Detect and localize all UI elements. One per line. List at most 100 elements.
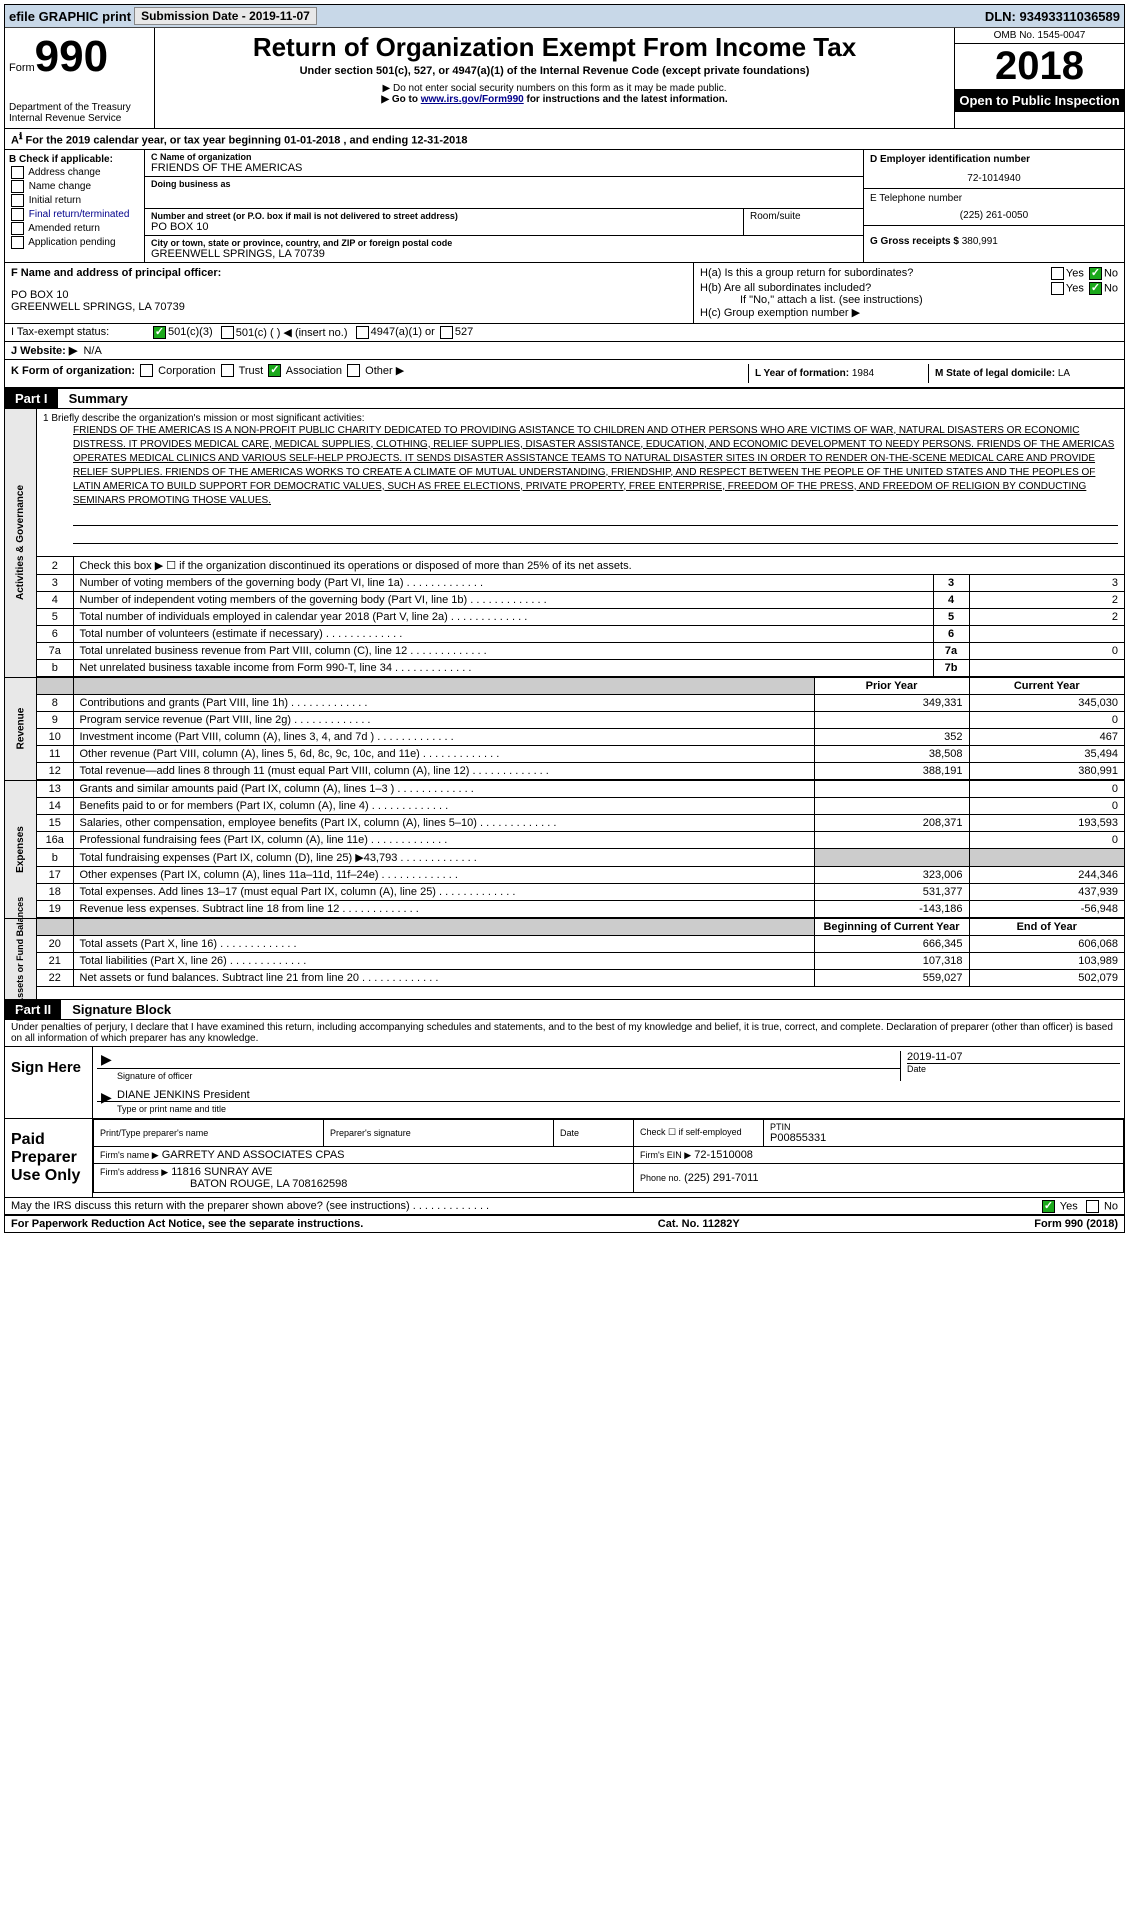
table-header-row: Beginning of Current YearEnd of Year (37, 919, 1124, 936)
table-row: 9Program service revenue (Part VIII, lin… (37, 711, 1124, 728)
form-subtitle: Under section 501(c), 527, or 4947(a)(1)… (161, 65, 948, 77)
firm-addr-value: 11816 SUNRAY AVE (171, 1166, 272, 1178)
net-assets-table: Beginning of Current YearEnd of Year20To… (37, 919, 1124, 987)
side-label-governance: Activities & Governance (15, 485, 26, 600)
org-name-label: C Name of organization (151, 152, 857, 162)
527-checkbox[interactable] (440, 326, 453, 339)
discuss-no-checkbox[interactable] (1086, 1200, 1099, 1213)
state-domicile-value: LA (1058, 368, 1070, 379)
4947-label: 4947(a)(1) or (371, 326, 435, 338)
final-return-label: Final return/terminated (29, 209, 130, 220)
irs-link[interactable]: www.irs.gov/Form990 (421, 94, 524, 105)
table-row: 18Total expenses. Add lines 13–17 (must … (37, 883, 1124, 900)
warning-2-pre: ▶ Go to (381, 94, 420, 105)
exempt-status-label: I Tax-exempt status: (11, 326, 151, 338)
other-label: Other ▶ (365, 365, 404, 377)
initial-return-label: Initial return (29, 195, 81, 206)
app-pending-label: Application pending (28, 237, 115, 248)
other-checkbox[interactable] (347, 364, 360, 377)
assoc-label: Association (286, 365, 342, 377)
prep-date-label: Date (560, 1128, 627, 1138)
omb-number: OMB No. 1545-0047 (955, 28, 1124, 44)
part-2-bar: Part II Signature Block (5, 999, 1124, 1020)
side-label-revenue: Revenue (15, 708, 26, 750)
officer-label: F Name and address of principal officer: (11, 267, 687, 279)
street-label: Number and street (or P.O. box if mail i… (151, 211, 737, 221)
app-pending-checkbox[interactable] (11, 236, 24, 249)
officer-addr1: PO BOX 10 (11, 289, 687, 301)
form-org-label: K Form of organization: (11, 365, 135, 377)
form-word: Form (9, 62, 35, 74)
table-row: 19Revenue less expenses. Subtract line 1… (37, 900, 1124, 917)
catalog-number: Cat. No. 11282Y (658, 1218, 740, 1230)
submission-date-button[interactable]: Submission Date - 2019-11-07 (134, 7, 317, 25)
website-value: N/A (83, 345, 101, 357)
warning-1: ▶ Do not enter social security numbers o… (161, 83, 948, 94)
header-center: Return of Organization Exempt From Incom… (155, 28, 954, 128)
discuss-yes-label: Yes (1060, 1200, 1078, 1212)
table-row: 12Total revenue—add lines 8 through 11 (… (37, 762, 1124, 779)
sig-name-label: Type or print name and title (97, 1104, 1120, 1114)
paperwork-notice: For Paperwork Reduction Act Notice, see … (11, 1218, 363, 1230)
initial-return-checkbox[interactable] (11, 194, 24, 207)
501c3-checkbox[interactable] (153, 326, 166, 339)
department-label: Department of the Treasury Internal Reve… (9, 102, 150, 124)
year-formation-value: 1984 (852, 368, 874, 379)
name-change-checkbox[interactable] (11, 180, 24, 193)
header-left: Form990 Department of the Treasury Inter… (5, 28, 155, 128)
table-row: 11Other revenue (Part VIII, column (A), … (37, 745, 1124, 762)
footer-bar: For Paperwork Reduction Act Notice, see … (5, 1215, 1124, 1232)
section-f-officer: F Name and address of principal officer:… (5, 263, 694, 323)
hb-yes-checkbox[interactable] (1051, 282, 1064, 295)
table-row: 10Investment income (Part VIII, column (… (37, 728, 1124, 745)
trust-label: Trust (239, 365, 264, 377)
org-name: FRIENDS OF THE AMERICAS (151, 162, 857, 174)
table-row: 8Contributions and grants (Part VIII, li… (37, 694, 1124, 711)
mission-label: 1 Briefly describe the organization's mi… (43, 413, 1118, 424)
street-value: PO BOX 10 (151, 221, 737, 233)
no-label-2: No (1104, 282, 1118, 294)
ein-label: D Employer identification number (870, 154, 1118, 165)
4947-checkbox[interactable] (356, 326, 369, 339)
warning-2-post: for instructions and the latest informat… (524, 94, 728, 105)
hb-no-checkbox[interactable] (1089, 282, 1102, 295)
col-d-contact: D Employer identification number 72-1014… (864, 150, 1124, 262)
firm-name-value: GARRETY AND ASSOCIATES CPAS (162, 1149, 345, 1161)
sig-officer-label: Signature of officer (97, 1071, 900, 1081)
prep-print-label: Print/Type preparer's name (100, 1128, 317, 1138)
assoc-checkbox[interactable] (268, 364, 281, 377)
mission-text: FRIENDS OF THE AMERICAS IS A NON-PROFIT … (73, 424, 1118, 508)
ha-label: H(a) Is this a group return for subordin… (700, 267, 913, 279)
form-title: Return of Organization Exempt From Incom… (161, 32, 948, 63)
table-row: 13Grants and similar amounts paid (Part … (37, 781, 1124, 798)
trust-checkbox[interactable] (221, 364, 234, 377)
firm-ein-label: Firm's EIN ▶ (640, 1150, 691, 1160)
table-row: 5Total number of individuals employed in… (37, 608, 1124, 625)
address-change-label: Address change (28, 167, 100, 178)
row-a-period: Aℹ For the 2019 calendar year, or tax ye… (5, 129, 1124, 150)
ein-value: 72-1014940 (870, 173, 1118, 184)
prep-sig-label: Preparer's signature (330, 1128, 547, 1138)
corp-checkbox[interactable] (140, 364, 153, 377)
hb-label: H(b) Are all subordinates included? (700, 282, 871, 294)
ha-yes-checkbox[interactable] (1051, 267, 1064, 280)
table-row: 16aProfessional fundraising fees (Part I… (37, 831, 1124, 848)
sig-date: 2019-11-07 (907, 1051, 1120, 1064)
table-row: 21Total liabilities (Part X, line 26)107… (37, 952, 1124, 969)
final-return-checkbox[interactable] (11, 208, 24, 221)
hc-label: H(c) Group exemption number ▶ (700, 306, 1118, 319)
part-1-bar: Part I Summary (5, 388, 1124, 409)
part-2-number: Part II (5, 1000, 61, 1019)
amended-return-checkbox[interactable] (11, 222, 24, 235)
state-domicile-label: M State of legal domicile: (935, 368, 1055, 379)
527-label: 527 (455, 326, 473, 338)
revenue-table: Prior YearCurrent Year8Contributions and… (37, 678, 1124, 780)
side-label-expenses: Expenses (15, 826, 26, 873)
discuss-label: May the IRS discuss this return with the… (11, 1200, 410, 1212)
ha-no-checkbox[interactable] (1089, 267, 1102, 280)
501c-checkbox[interactable] (221, 326, 234, 339)
address-change-checkbox[interactable] (11, 166, 24, 179)
discuss-yes-checkbox[interactable] (1042, 1200, 1055, 1213)
table-header-row: Prior YearCurrent Year (37, 678, 1124, 695)
form-ref: Form 990 (2018) (1034, 1218, 1118, 1230)
